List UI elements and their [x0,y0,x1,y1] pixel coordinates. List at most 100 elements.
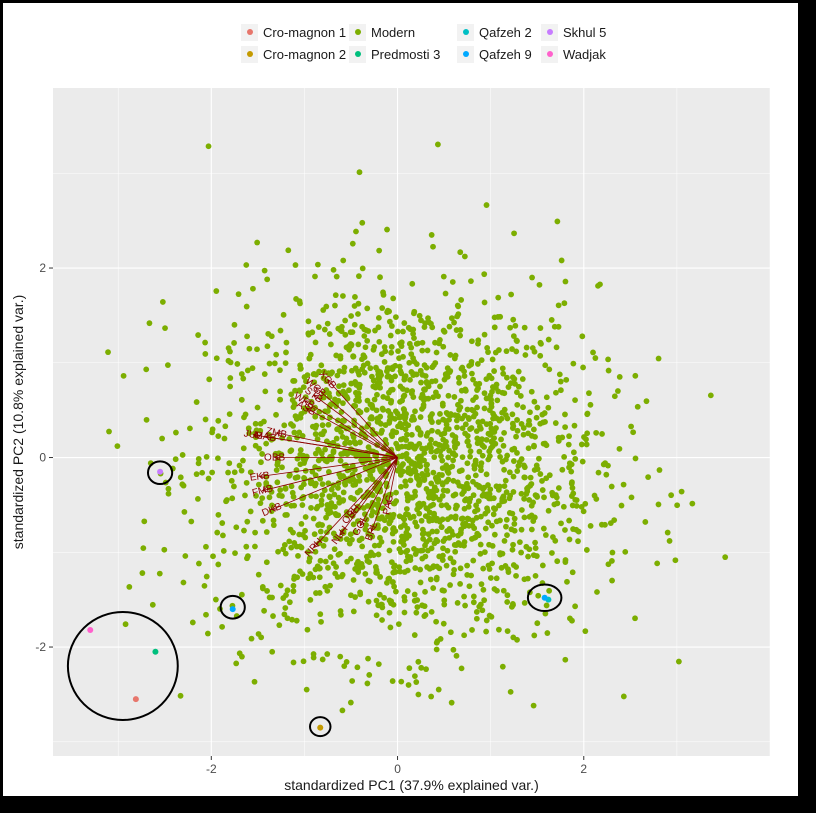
point-modern [457,565,464,572]
point-modern [241,527,247,534]
point-modern [352,529,359,535]
point-modern [243,479,250,486]
point-modern [251,678,258,685]
point-modern [340,257,347,264]
point-modern [342,462,349,469]
point-modern [261,607,267,614]
point-modern [485,562,492,569]
point-modern [273,351,280,358]
point-modern [361,493,368,500]
point-modern [477,484,483,490]
point-modern [464,460,471,467]
point-modern [634,403,641,410]
point-modern [515,368,522,375]
point-modern [457,404,464,411]
point-modern [244,367,251,374]
point-modern [312,482,318,489]
point-modern [327,554,334,560]
legend-label: Wadjak [563,46,606,62]
point-modern [475,532,482,539]
point-modern [312,425,319,431]
point-modern [105,349,111,356]
point-modern [275,548,281,555]
point-modern [620,481,627,488]
point-modern [461,412,468,419]
point-modern [566,536,573,543]
point-modern [496,502,502,509]
point-modern [436,496,443,503]
point-modern [507,688,514,695]
point-modern [342,317,349,324]
point-modern [464,562,470,569]
point-modern [499,663,506,670]
point-modern [472,472,479,479]
point-modern [405,422,412,429]
point-modern [386,318,393,325]
point-modern [339,707,346,714]
point-modern [616,374,623,380]
point-modern [249,365,256,372]
point-modern [493,425,499,431]
point-modern [382,348,389,355]
point-modern [517,393,524,399]
point-modern [356,537,363,544]
point-modern [213,288,220,294]
point-modern [269,648,276,655]
point-modern [473,609,480,615]
point-modern [422,612,429,618]
point-modern [483,202,490,208]
point-modern [226,411,233,418]
point-modern [457,542,464,548]
point-modern [443,443,450,450]
point-modern [235,291,242,298]
point-modern [497,551,504,558]
point-modern [478,460,485,467]
point-modern [622,548,629,555]
point-modern [291,576,297,582]
point-modern [282,485,289,492]
point-modern [487,396,494,403]
point-modern [385,373,392,380]
point-modern [294,474,301,481]
point-modern [283,339,290,346]
loading-arrowhead [275,431,282,437]
point-modern [470,492,477,499]
point-modern [397,368,404,374]
point-modern [149,601,156,608]
point-modern [448,699,455,706]
point-modern [324,320,331,327]
legend-item-predmosti-3: Predmosti 3 [349,43,457,65]
point-modern [568,480,575,487]
point-modern [332,503,338,510]
loading-arrowhead [303,400,310,406]
point-modern [308,493,315,499]
point-modern [427,488,434,495]
point-modern [317,557,324,564]
point-modern [343,536,350,543]
point-modern [312,548,319,555]
axis-ticks: -2 0 2 -2 0 2 [35,261,587,776]
point-modern [338,611,344,618]
point-modern [402,478,409,485]
point-modern [396,355,402,362]
point-modern [509,600,516,607]
point-modern [226,460,233,467]
point-modern [668,492,675,499]
legend-item-qafzeh-9: Qafzeh 9 [457,43,541,65]
point-modern [277,396,284,403]
loading-label: PAC [381,494,396,516]
point-modern [418,317,424,324]
point-modern [378,430,385,436]
point-modern [532,492,539,499]
point-modern [470,599,477,606]
loading-arrow [313,457,398,548]
loading-arrowhead [273,454,280,461]
point-modern [642,519,649,525]
point-modern [388,431,395,438]
point-modern [545,336,552,343]
point-modern [398,343,405,350]
point-modern [259,517,266,524]
point-modern [525,553,531,560]
point-modern [532,433,538,440]
point-modern [367,365,374,372]
